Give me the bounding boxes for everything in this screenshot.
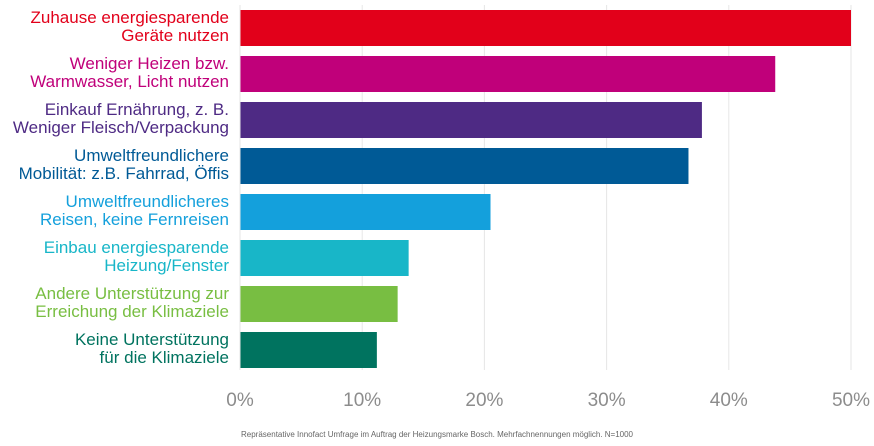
category-label: Einbau energiesparende — [44, 238, 229, 257]
category-label: Geräte nutzen — [121, 26, 229, 45]
footnote: Repräsentative Innofact Umfrage im Auftr… — [241, 430, 633, 439]
category-label: Umweltfreundlichere — [74, 146, 229, 165]
category-label: Mobilität: z.B. Fahrrad, Öffis — [19, 164, 229, 183]
bar — [240, 332, 377, 368]
x-tick-label: 20% — [465, 390, 503, 411]
x-tick-label: 0% — [226, 390, 254, 411]
bar — [240, 240, 409, 276]
category-label: Umweltfreundlicheres — [66, 192, 229, 211]
category-label: Einkauf Ernährung, z. B. — [45, 100, 229, 119]
category-label: Warmwasser, Licht nutzen — [30, 72, 229, 91]
bar-chart: 0% 10% 20% 30% 40% 50% Zuhause energiesparende… — [13, 5, 870, 411]
category-label: Reisen, keine Fernreisen — [40, 210, 229, 229]
bar — [240, 10, 851, 46]
bar — [240, 102, 702, 138]
category-label: Weniger Fleisch/Verpackung — [13, 118, 229, 137]
bar — [240, 194, 491, 230]
bar — [240, 148, 689, 184]
category-label: Erreichung der Klimaziele — [35, 302, 229, 321]
category-label: Weniger Heizen bzw. — [70, 54, 229, 73]
x-tick-label: 30% — [588, 390, 626, 411]
category-label: Zuhause energiesparende — [31, 8, 229, 27]
category-label: Heizung/Fenster — [104, 256, 229, 275]
bar — [240, 286, 398, 322]
category-label: Keine Unterstützung — [75, 330, 229, 349]
category-label: Andere Unterstützung zur — [35, 284, 229, 303]
x-tick-label: 40% — [710, 390, 748, 411]
x-tick-label: 10% — [343, 390, 381, 411]
x-tick-label: 50% — [832, 390, 870, 411]
category-label: für die Klimaziele — [100, 348, 229, 367]
bar — [240, 56, 776, 92]
